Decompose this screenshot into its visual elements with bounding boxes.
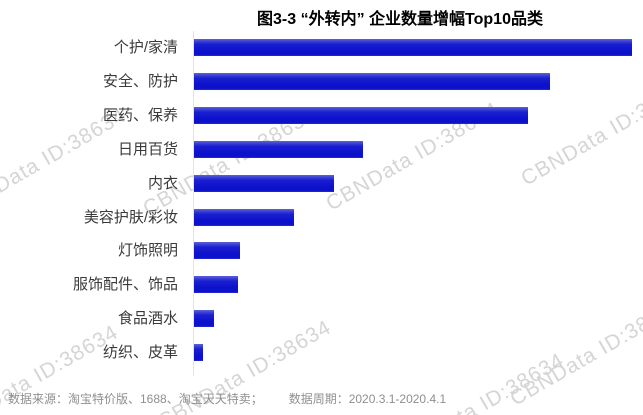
category-label: 美容护肤/彩妆 — [83, 208, 178, 226]
bar — [194, 310, 214, 327]
category-label: 日用百货 — [117, 140, 178, 158]
chart-title: 图3-3 “外转内” 企业数量增幅Top10品类 — [257, 11, 543, 28]
bar — [194, 107, 528, 124]
category-label: 内衣 — [147, 174, 178, 192]
data-source-text: 数据来源：淘宝特价版、1688、淘宝天天特卖； — [8, 392, 263, 406]
category-label: 食品酒水 — [117, 309, 178, 327]
bar — [194, 39, 632, 56]
bar — [194, 344, 203, 361]
category-label: 安全、防护 — [102, 72, 178, 90]
bar — [194, 242, 240, 259]
bar — [194, 276, 238, 293]
bar — [194, 209, 294, 226]
bar — [194, 141, 363, 158]
category-label: 个护/家清 — [113, 38, 178, 56]
category-label: 纺织、皮革 — [102, 343, 178, 361]
bar — [194, 175, 334, 192]
y-axis-line — [193, 31, 194, 376]
data-period-text: 数据周期：2020.3.1-2020.4.1 — [288, 392, 447, 406]
footer-note: 数据来源：淘宝特价版、1688、淘宝天天特卖； 数据周期：2020.3.1-202… — [8, 390, 446, 407]
category-label: 医药、保养 — [102, 106, 178, 124]
category-label: 灯饰照明 — [117, 241, 178, 259]
bar — [194, 73, 550, 90]
category-label: 服饰配件、饰品 — [72, 275, 178, 293]
